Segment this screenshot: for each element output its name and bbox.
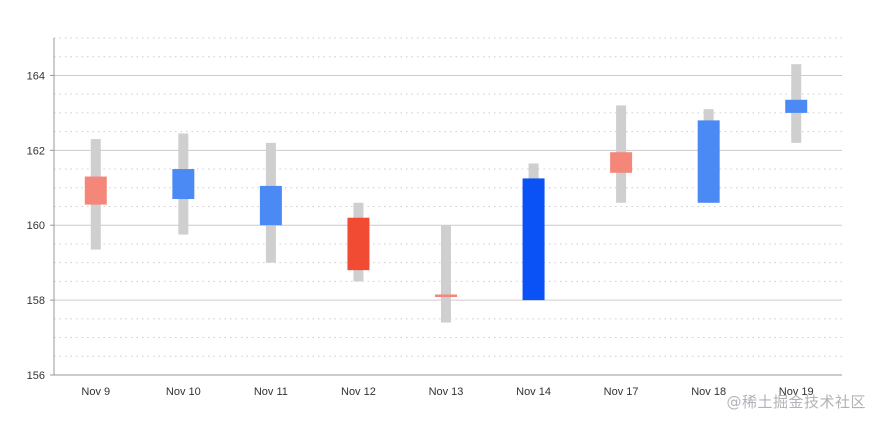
candle-body <box>84 176 107 205</box>
candle <box>522 163 545 301</box>
candle <box>697 109 720 203</box>
candle-body <box>435 294 457 297</box>
x-tick-label: Nov 10 <box>166 386 201 398</box>
x-tick-label: Nov 11 <box>254 386 288 398</box>
x-tick-label: Nov 13 <box>429 386 464 398</box>
candle-body <box>697 120 720 203</box>
candle-body <box>785 99 808 113</box>
x-tick-label: Nov 14 <box>516 386 551 398</box>
candles <box>84 64 808 323</box>
candle-body <box>347 217 370 271</box>
candle-body <box>522 178 545 301</box>
candle-body <box>259 185 282 226</box>
candle-body <box>610 152 633 173</box>
x-tick-label: Nov 9 <box>81 386 110 398</box>
candle <box>610 105 633 203</box>
axes <box>50 38 842 376</box>
candle-body <box>172 169 195 200</box>
candle <box>84 139 107 250</box>
candle <box>172 133 195 235</box>
x-tick-label: Nov 19 <box>779 386 814 398</box>
candle <box>435 225 457 323</box>
x-tick-label: Nov 18 <box>691 386 726 398</box>
y-tick-label: 156 <box>27 370 45 382</box>
candle-wick <box>441 225 451 323</box>
y-tick-label: 164 <box>27 70 45 82</box>
y-tick-label: 160 <box>27 220 45 232</box>
candle <box>785 64 808 143</box>
x-tick-label: Nov 12 <box>341 386 376 398</box>
y-tick-label: 158 <box>27 295 45 307</box>
watermark-text: @稀土掘金技术社区 <box>726 393 866 411</box>
tick-labels: 156 158 160 162 164 Nov 9 Nov 10 Nov 11 Nov 12 No… <box>27 70 814 398</box>
candle <box>259 142 282 263</box>
candle <box>347 202 370 282</box>
x-tick-label: Nov 17 <box>604 386 639 398</box>
y-tick-label: 162 <box>27 145 45 157</box>
